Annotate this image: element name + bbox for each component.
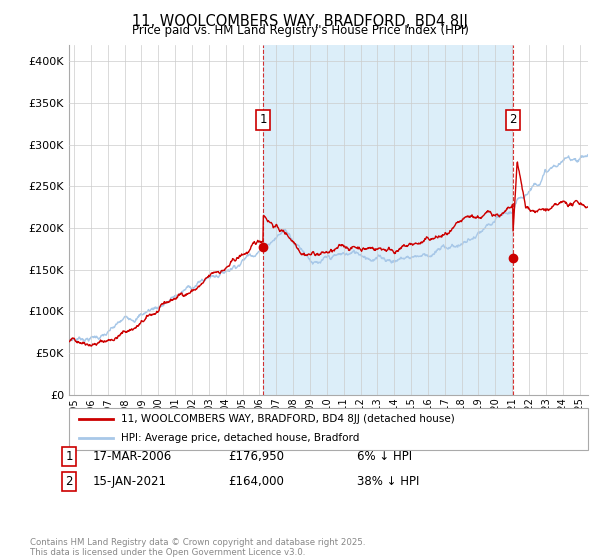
Text: 15-JAN-2021: 15-JAN-2021 (93, 475, 167, 488)
Text: 1: 1 (259, 113, 267, 127)
Text: 1: 1 (65, 450, 73, 463)
Text: £164,000: £164,000 (228, 475, 284, 488)
Bar (263, 45, 513, 395)
Text: 11, WOOLCOMBERS WAY, BRADFORD, BD4 8JJ: 11, WOOLCOMBERS WAY, BRADFORD, BD4 8JJ (132, 14, 468, 29)
FancyBboxPatch shape (69, 408, 588, 450)
Text: £176,950: £176,950 (228, 450, 284, 463)
Text: 2: 2 (65, 475, 73, 488)
Text: Contains HM Land Registry data © Crown copyright and database right 2025.
This d: Contains HM Land Registry data © Crown c… (30, 538, 365, 557)
Text: 6% ↓ HPI: 6% ↓ HPI (357, 450, 412, 463)
Text: 38% ↓ HPI: 38% ↓ HPI (357, 475, 419, 488)
Text: 2: 2 (509, 113, 517, 127)
Text: 17-MAR-2006: 17-MAR-2006 (93, 450, 172, 463)
Text: 11, WOOLCOMBERS WAY, BRADFORD, BD4 8JJ (detached house): 11, WOOLCOMBERS WAY, BRADFORD, BD4 8JJ (… (121, 414, 455, 424)
Text: HPI: Average price, detached house, Bradford: HPI: Average price, detached house, Brad… (121, 433, 359, 443)
Text: Price paid vs. HM Land Registry's House Price Index (HPI): Price paid vs. HM Land Registry's House … (131, 24, 469, 37)
